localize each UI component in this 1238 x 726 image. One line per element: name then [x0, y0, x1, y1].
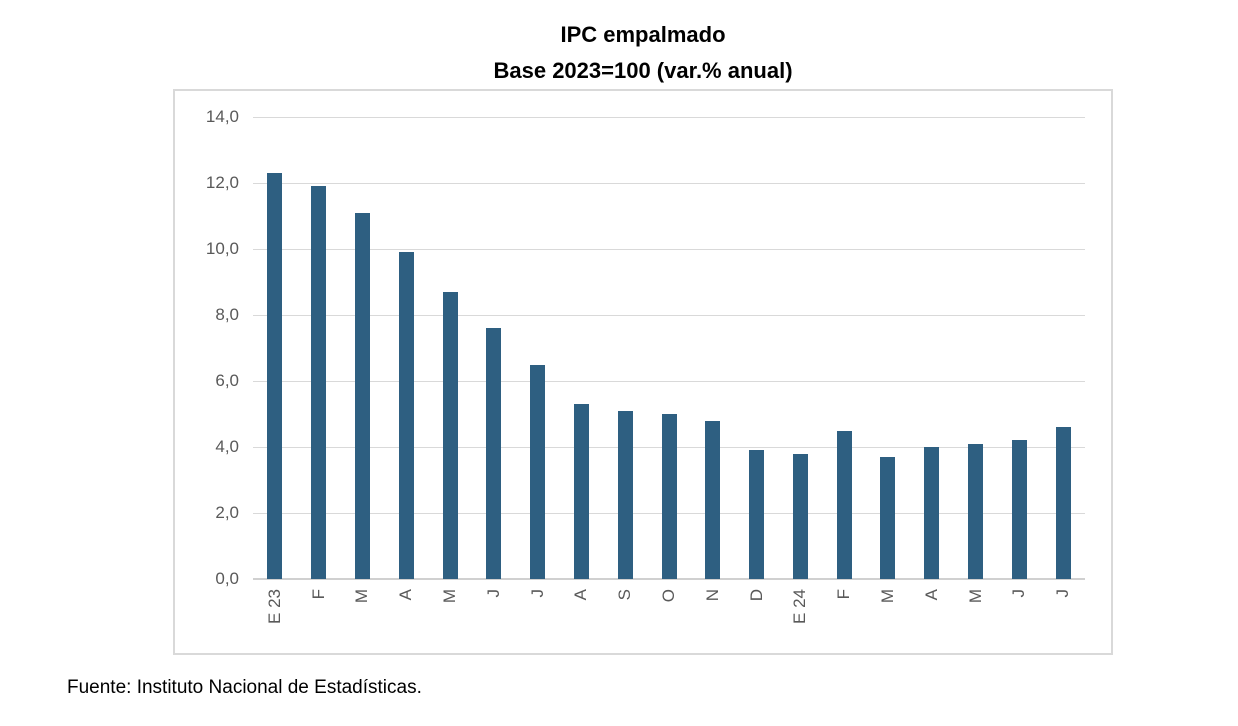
bar: [311, 186, 327, 579]
bar: [792, 453, 808, 579]
source-note: Fuente: Instituto Nacional de Estadístic…: [67, 677, 422, 698]
x-axis-line: [253, 578, 1085, 580]
bar: [442, 291, 458, 579]
x-axis-tick-label: A: [396, 589, 416, 601]
bar: [924, 447, 940, 579]
gridline: [253, 381, 1085, 382]
x-axis-tick-label: D: [746, 589, 766, 602]
x-axis-tick-label: O: [659, 589, 678, 603]
chart-frame: 0,0 2,0 4,0 6,0 8,0 10,0 12,0 14,0 E 23 F M A M J J A S O…: [173, 89, 1113, 655]
bar: [267, 173, 283, 579]
y-axis-tick-label: 6,0: [215, 371, 239, 390]
bar: [749, 450, 765, 579]
bar: [354, 212, 370, 579]
chart-title-line1: IPC empalmado: [560, 22, 726, 47]
x-axis-tick-label: F: [308, 589, 328, 600]
x-axis-tick-label: J: [483, 589, 503, 598]
bar: [705, 420, 721, 579]
bar: [617, 410, 633, 579]
gridline: [253, 315, 1085, 316]
x-axis-tick-label: M: [877, 589, 897, 604]
chart-title: IPC empalmado Base 2023=100 (var.% anual…: [173, 17, 1113, 89]
bar: [486, 328, 502, 579]
bar: [530, 364, 546, 579]
y-axis-tick-label: 4,0: [215, 437, 239, 456]
bar: [968, 443, 984, 579]
bar: [661, 414, 677, 579]
y-axis-tick-label: 10,0: [205, 239, 239, 258]
x-axis-tick-label: M: [352, 589, 372, 604]
x-axis-tick-label: F: [834, 589, 854, 600]
gridline: [253, 183, 1085, 184]
x-axis-tick-label: M: [440, 589, 460, 604]
bar: [836, 430, 852, 579]
x-axis-tick-label: A: [921, 589, 941, 601]
x-axis-tick-label: A: [571, 589, 591, 601]
y-axis-tick-label: 0,0: [215, 569, 239, 588]
bar: [1055, 427, 1071, 579]
x-axis-tick-label: E 23: [264, 589, 284, 624]
y-axis-tick-label: 12,0: [205, 173, 239, 192]
bar: [573, 404, 589, 579]
x-axis-tick-label: J: [527, 589, 547, 598]
bar: [398, 252, 414, 579]
bar: [1011, 440, 1027, 579]
x-axis-tick-label: M: [965, 589, 985, 604]
y-axis-tick-label: 8,0: [215, 305, 239, 324]
chart-title-line2: Base 2023=100 (var.% anual): [493, 58, 793, 83]
y-axis-tick-label: 2,0: [215, 503, 239, 522]
x-axis-tick-label: E 24: [790, 589, 810, 624]
bar: [880, 456, 896, 579]
x-axis-tick-label: N: [702, 589, 722, 602]
gridline: [253, 249, 1085, 250]
gridline: [253, 117, 1085, 118]
y-axis-tick-label: 14,0: [205, 107, 239, 126]
x-axis-tick-label: J: [1053, 589, 1073, 598]
x-axis-tick-label: J: [1009, 589, 1029, 598]
x-axis-tick-label: S: [615, 589, 635, 601]
